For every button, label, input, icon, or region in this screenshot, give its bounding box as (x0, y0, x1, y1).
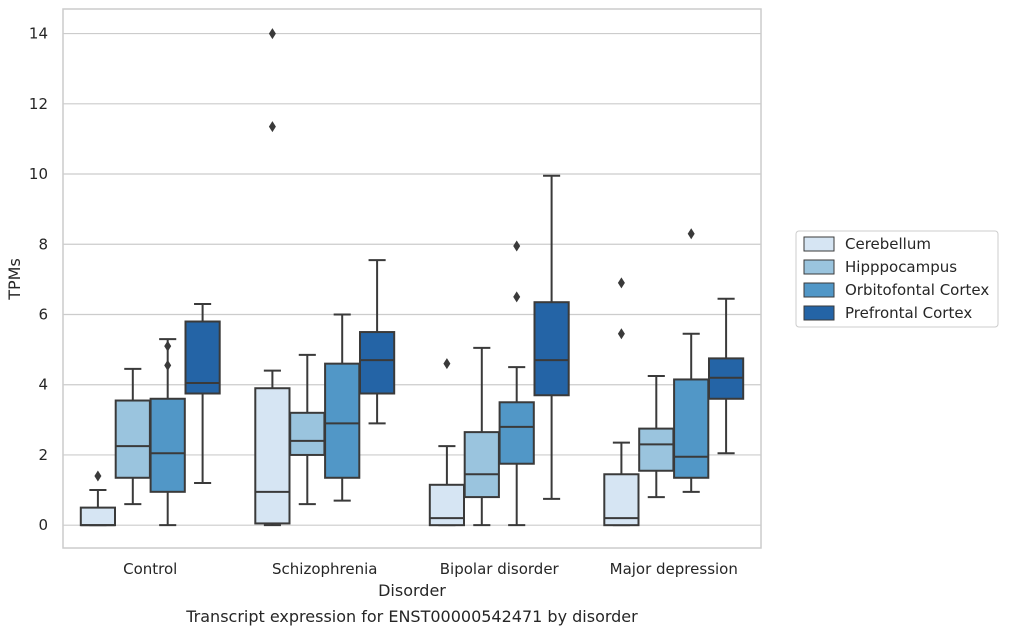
outlier-point (94, 470, 102, 482)
box-body (79, 506, 117, 527)
box-body (638, 427, 675, 472)
y-axis-label: TPMs (5, 258, 24, 301)
outlier-point (268, 28, 276, 40)
box-body (149, 397, 186, 493)
legend-label: Hipppocampus (845, 258, 957, 276)
box-2-3 (533, 174, 570, 500)
y-tick-label: 12 (29, 95, 48, 113)
box-3-3 (707, 297, 745, 455)
legend-swatch (803, 236, 835, 252)
y-tick-label: 14 (29, 25, 48, 43)
box-body (463, 431, 500, 499)
box-3-0 (603, 277, 640, 527)
box-2-0 (428, 358, 466, 527)
box-body (114, 399, 151, 479)
box-body (254, 387, 291, 525)
outlier-point (268, 121, 276, 133)
x-axis-label: Disorder (378, 581, 446, 600)
legend-swatch (803, 259, 835, 275)
y-tick-label: 0 (38, 516, 48, 534)
box-1-0 (254, 28, 291, 527)
box-0-1 (114, 367, 151, 506)
box-body (324, 362, 361, 479)
box-2-2 (498, 240, 535, 527)
legend-label: Prefrontal Cortex (845, 304, 972, 322)
outlier-point (617, 328, 625, 340)
y-axis-ticks: 0 2 4 6 8 10 12 14 (29, 25, 48, 535)
legend-swatch (803, 305, 835, 321)
x-tick-label: Major depression (610, 560, 738, 578)
box-body (498, 401, 535, 465)
outlier-point (164, 340, 172, 352)
outlier-point (513, 240, 521, 252)
y-tick-label: 10 (29, 165, 48, 183)
x-tick-label: Bipolar disorder (440, 560, 560, 578)
y-tick-label: 2 (38, 446, 48, 464)
x-tick-label: Schizophrenia (272, 560, 377, 578)
box-body (673, 378, 710, 479)
legend-label: Orbitofontal Cortex (845, 281, 989, 299)
x-tick-label: Control (123, 560, 177, 578)
box-body (289, 411, 326, 456)
legend-frame (795, 230, 999, 328)
box-1-1 (289, 353, 326, 506)
boxes (79, 28, 745, 527)
box-3-1 (638, 374, 675, 499)
box-0-3 (184, 302, 221, 485)
y-tick-label: 4 (38, 376, 48, 394)
figure-caption: Transcript expression for ENST0000054247… (185, 607, 638, 626)
box-1-3 (358, 259, 396, 425)
y-tick-label: 8 (38, 235, 48, 253)
x-axis-ticks: Control Schizophrenia Bipolar disorder Majo… (123, 560, 738, 578)
box-3-2 (673, 228, 710, 493)
box-0-2 (149, 338, 186, 527)
box-body (358, 331, 396, 395)
outlier-point (443, 358, 451, 370)
legend-swatch (803, 282, 835, 298)
box-0-0 (79, 470, 117, 527)
outlier-point (164, 359, 172, 371)
outlier-point (617, 277, 625, 289)
box-body (603, 473, 640, 527)
box-2-1 (463, 346, 500, 527)
box-body (184, 320, 221, 395)
outlier-point (687, 228, 695, 240)
legend: Cerebellum Hipppocampus Orbitofontal Corte… (795, 230, 999, 328)
plot-frame (62, 8, 762, 549)
box-body (533, 301, 570, 397)
outlier-point (513, 291, 521, 303)
box-1-2 (324, 313, 361, 502)
y-tick-label: 6 (38, 305, 48, 323)
legend-label: Cerebellum (845, 235, 931, 253)
